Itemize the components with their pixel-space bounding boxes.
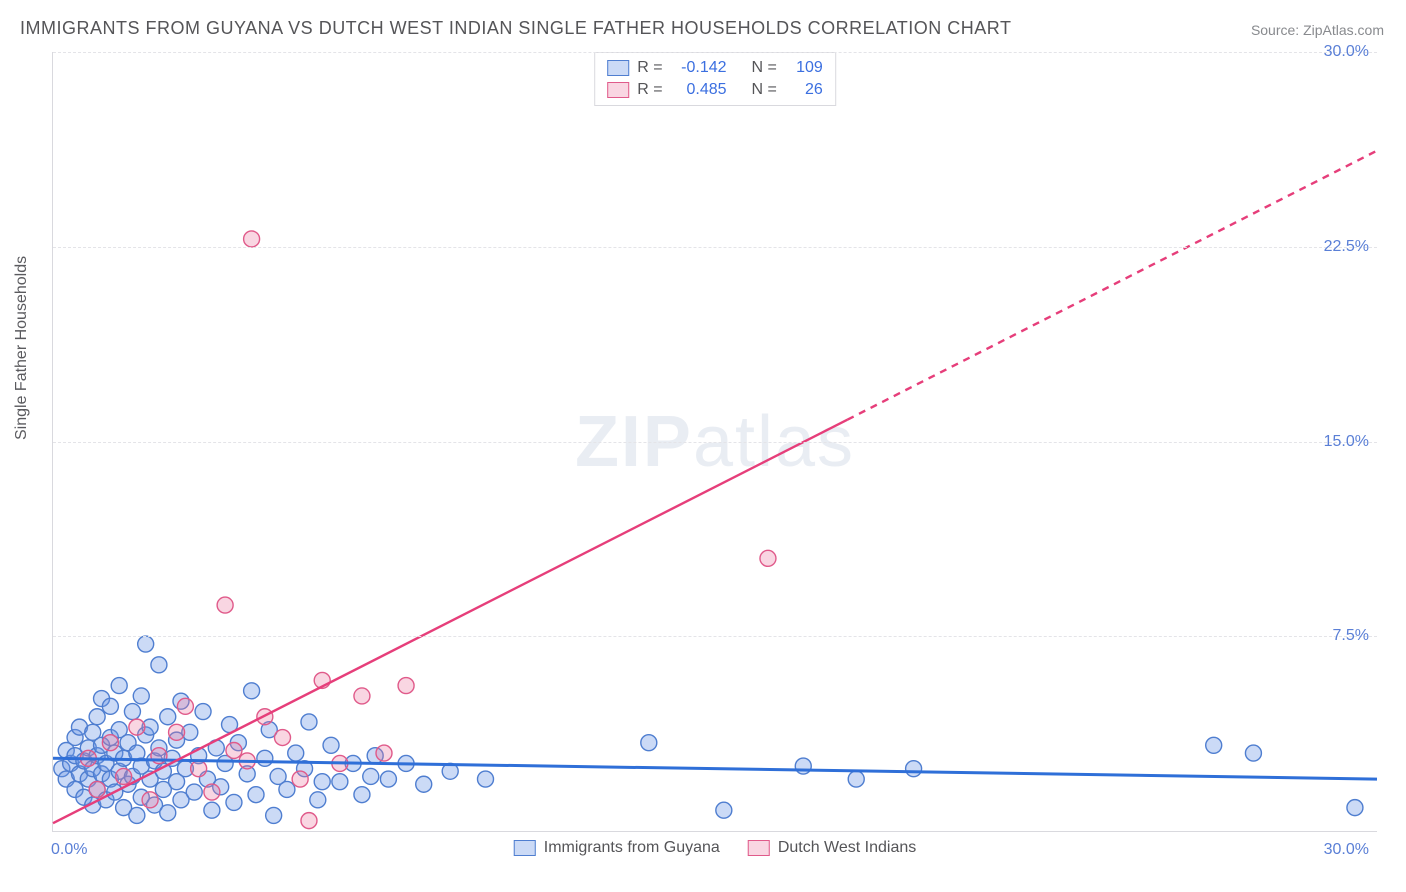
data-point <box>1245 745 1261 761</box>
data-point <box>204 784 220 800</box>
source-attribution: Source: ZipAtlas.com <box>1251 22 1384 38</box>
data-point <box>795 758 811 774</box>
grid-line <box>53 442 1377 443</box>
data-point <box>129 719 145 735</box>
data-point <box>848 771 864 787</box>
data-point <box>332 774 348 790</box>
data-point <box>416 776 432 792</box>
r-label: R = <box>637 79 662 101</box>
data-point <box>151 657 167 673</box>
data-point <box>142 792 158 808</box>
data-point <box>124 704 140 720</box>
data-point <box>274 730 290 746</box>
r-value: 0.485 <box>671 79 727 101</box>
data-point <box>217 597 233 613</box>
data-point <box>138 636 154 652</box>
y-tick-label: 15.0% <box>1324 433 1369 451</box>
data-point <box>380 771 396 787</box>
data-point <box>195 704 211 720</box>
data-point <box>160 709 176 725</box>
data-point <box>186 784 202 800</box>
data-point <box>244 231 260 247</box>
data-point <box>102 698 118 714</box>
series-name: Dutch West Indians <box>778 839 916 857</box>
y-tick-label: 7.5% <box>1333 627 1369 645</box>
data-point <box>226 743 242 759</box>
data-point <box>1347 800 1363 816</box>
data-point <box>111 678 127 694</box>
n-value: 26 <box>785 79 823 101</box>
r-label: R = <box>637 57 662 79</box>
data-point <box>292 771 308 787</box>
data-point <box>177 698 193 714</box>
legend-row: R = 0.485 N = 26 <box>607 79 823 101</box>
grid-line <box>53 247 1377 248</box>
legend-swatch <box>514 840 536 856</box>
data-point <box>169 724 185 740</box>
n-value: 109 <box>785 57 823 79</box>
data-point <box>244 683 260 699</box>
data-point <box>363 768 379 784</box>
data-point <box>301 714 317 730</box>
data-point <box>266 807 282 823</box>
data-point <box>1206 737 1222 753</box>
data-point <box>716 802 732 818</box>
n-label: N = <box>751 57 776 79</box>
series-legend-item: Immigrants from Guyana <box>514 839 720 857</box>
data-point <box>226 794 242 810</box>
data-point <box>248 787 264 803</box>
n-label: N = <box>751 79 776 101</box>
data-point <box>288 745 304 761</box>
data-point <box>89 709 105 725</box>
data-point <box>376 745 392 761</box>
grid-line <box>53 52 1377 53</box>
y-tick-label: 30.0% <box>1324 43 1369 61</box>
trend-line-dashed <box>847 151 1377 420</box>
data-point <box>760 550 776 566</box>
data-point <box>89 781 105 797</box>
series-legend: Immigrants from Guyana Dutch West Indians <box>514 839 917 857</box>
data-point <box>314 774 330 790</box>
data-point <box>102 735 118 751</box>
legend-swatch <box>607 82 629 98</box>
y-tick-label: 22.5% <box>1324 238 1369 256</box>
series-legend-item: Dutch West Indians <box>748 839 916 857</box>
data-point <box>129 807 145 823</box>
data-point <box>641 735 657 751</box>
data-point <box>160 805 176 821</box>
legend-swatch <box>607 60 629 76</box>
data-point <box>354 787 370 803</box>
correlation-legend: R = -0.142 N = 109 R = 0.485 N = 26 <box>594 52 836 106</box>
data-point <box>301 813 317 829</box>
data-point <box>191 761 207 777</box>
data-point <box>323 737 339 753</box>
data-point <box>906 761 922 777</box>
grid-line <box>53 636 1377 637</box>
data-point <box>398 678 414 694</box>
data-point <box>354 688 370 704</box>
r-value: -0.142 <box>671 57 727 79</box>
data-point <box>133 688 149 704</box>
legend-swatch <box>748 840 770 856</box>
data-point <box>204 802 220 818</box>
data-point <box>116 768 132 784</box>
data-point <box>257 750 273 766</box>
x-tick-label: 0.0% <box>51 841 87 859</box>
chart-title: IMMIGRANTS FROM GUYANA VS DUTCH WEST IND… <box>20 18 1011 39</box>
data-point <box>279 781 295 797</box>
y-axis-title: Single Father Households <box>13 256 31 440</box>
series-name: Immigrants from Guyana <box>544 839 720 857</box>
plot-area: ZIPatlas R =-0.142 N =109R =0.485 N =26 … <box>52 52 1377 832</box>
x-tick-label: 30.0% <box>1324 841 1369 859</box>
data-point <box>478 771 494 787</box>
data-point <box>310 792 326 808</box>
legend-row: R = -0.142 N = 109 <box>607 57 823 79</box>
